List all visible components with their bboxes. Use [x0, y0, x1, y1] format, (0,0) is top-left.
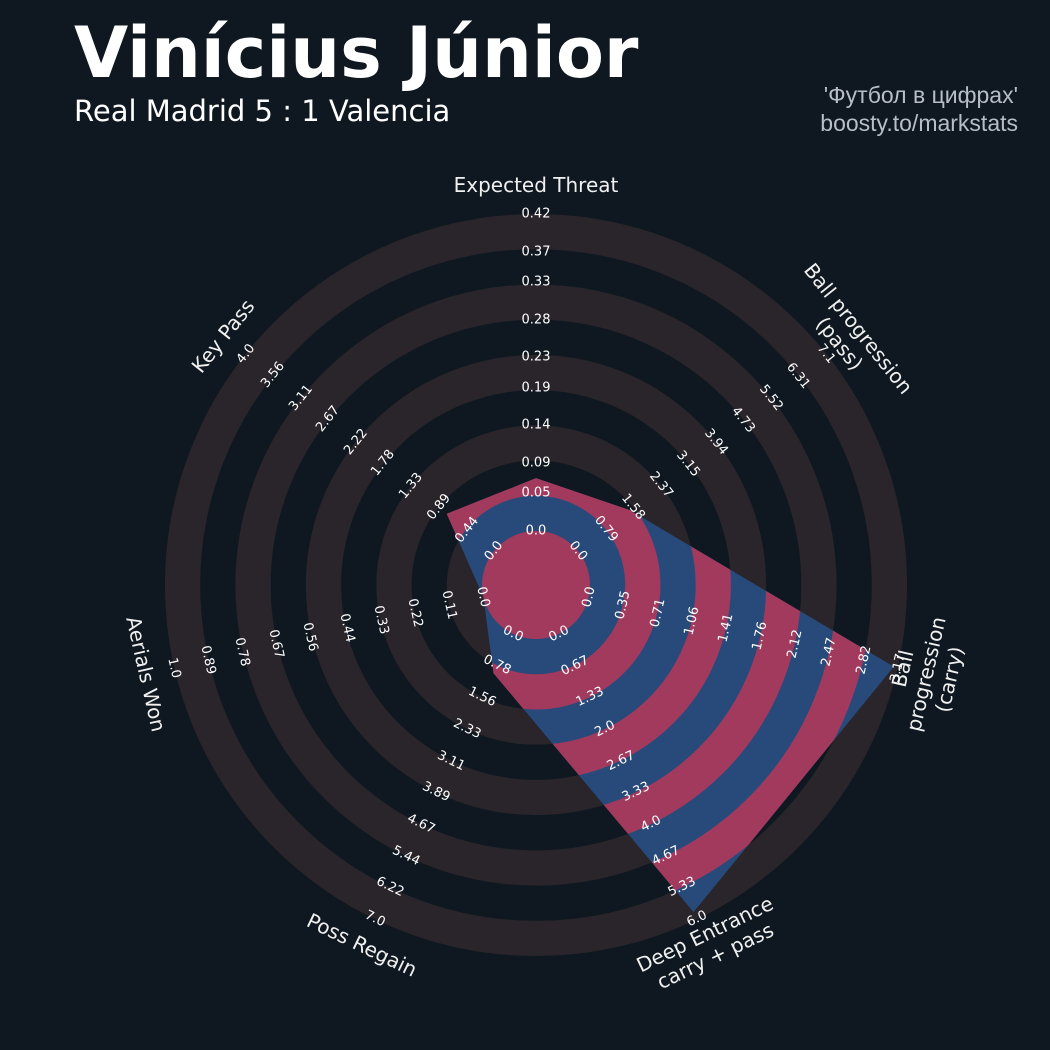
tick-label: 0.14: [521, 417, 551, 433]
tick-label: 0.37: [521, 244, 551, 260]
tick-label: 0.23: [521, 349, 551, 365]
ring: [165, 214, 907, 956]
source-line: 'Футбол в цифрах': [823, 82, 1018, 108]
chart-title: Vinícius Júnior: [74, 12, 639, 94]
tick-label: 0.28: [521, 312, 551, 328]
tick-label: 0.19: [521, 380, 551, 396]
ring: [235, 284, 837, 886]
tick-label: 0.42: [521, 206, 551, 222]
inner-ring: [446, 478, 661, 710]
source-line: boosty.to/markstats: [820, 110, 1018, 136]
tick-label: 0.09: [521, 455, 551, 471]
tick-label: 0.0: [525, 523, 547, 539]
axis-label: Expected Threat: [453, 173, 619, 197]
tick-label: 0.05: [521, 485, 551, 501]
center-circle: [482, 531, 590, 639]
chart-subtitle: Real Madrid 5 : 1 Valencia: [74, 94, 451, 128]
tick-label: 0.33: [521, 274, 551, 290]
